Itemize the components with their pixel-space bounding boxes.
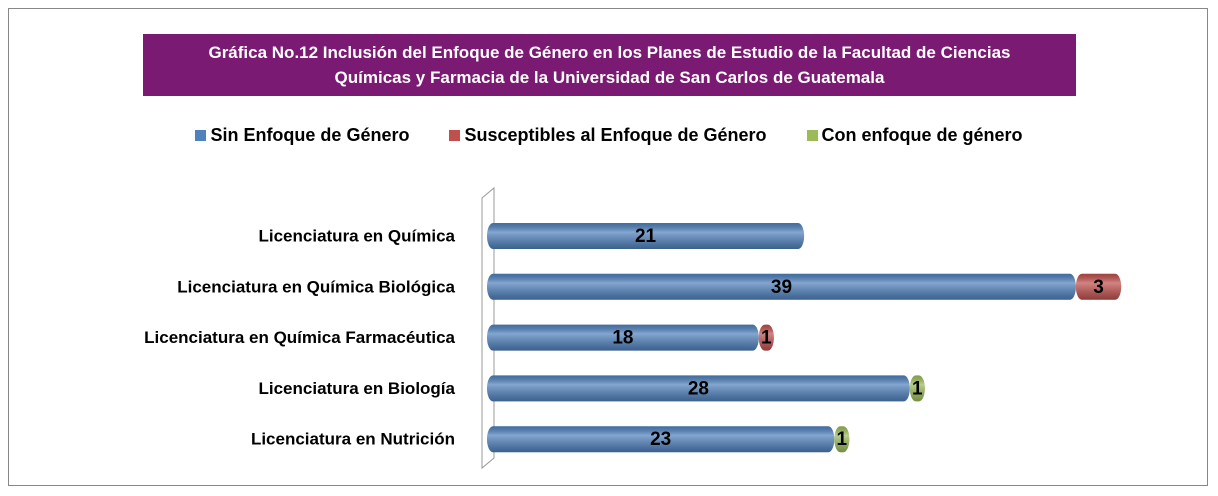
frame bbox=[8, 8, 1208, 486]
bar-shine bbox=[487, 273, 1076, 300]
category-label: Licenciatura en Biología bbox=[259, 379, 456, 398]
bar-shine bbox=[487, 426, 835, 453]
bar-shine bbox=[1075, 273, 1122, 300]
bar-shine bbox=[487, 375, 910, 402]
legend-item: Susceptibles al Enfoque de Género bbox=[449, 125, 767, 146]
legend-item: Con enfoque de género bbox=[806, 125, 1023, 146]
data-label: 28 bbox=[688, 378, 709, 399]
legend-label: Con enfoque de género bbox=[821, 125, 1023, 145]
category-label: Licenciatura en Química Biológica bbox=[177, 277, 455, 296]
bar-shine bbox=[758, 324, 774, 351]
category-label: Licenciatura en Química Farmacéutica bbox=[144, 328, 455, 347]
category-label: Licenciatura en Química bbox=[258, 226, 455, 245]
data-label: 23 bbox=[650, 429, 671, 450]
bar-shine bbox=[487, 324, 759, 351]
bar-shine bbox=[487, 223, 805, 249]
data-label: 18 bbox=[612, 328, 633, 349]
legend: Sin Enfoque de Género Susceptibles al Enf… bbox=[0, 125, 1218, 146]
bar-shine bbox=[909, 375, 925, 402]
legend-label: Sin Enfoque de Género bbox=[210, 125, 410, 145]
data-label: 1 bbox=[912, 378, 923, 399]
data-label: 1 bbox=[837, 429, 848, 450]
legend-swatch bbox=[195, 130, 207, 141]
legend-swatch bbox=[806, 130, 818, 141]
data-label: 21 bbox=[635, 226, 657, 247]
legend-swatch bbox=[449, 130, 461, 141]
data-label: 39 bbox=[771, 277, 792, 298]
legend-label: Susceptibles al Enfoque de Género bbox=[464, 125, 767, 145]
legend-item: Sin Enfoque de Género bbox=[195, 125, 409, 146]
chart-title: Gráfica No.12 Inclusión del Enfoque de G… bbox=[143, 34, 1076, 96]
data-label: 3 bbox=[1093, 277, 1104, 298]
data-label: 1 bbox=[761, 328, 772, 349]
bar-shine bbox=[834, 426, 850, 453]
category-label: Licenciatura en Nutrición bbox=[251, 430, 455, 449]
